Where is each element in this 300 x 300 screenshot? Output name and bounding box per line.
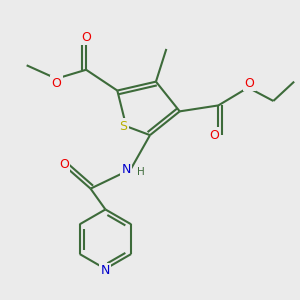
Text: O: O xyxy=(59,158,69,171)
Text: N: N xyxy=(101,264,110,277)
Text: O: O xyxy=(244,76,254,90)
Text: O: O xyxy=(81,31,91,44)
Text: S: S xyxy=(119,120,127,133)
Text: O: O xyxy=(209,129,219,142)
Text: O: O xyxy=(51,76,61,90)
Text: N: N xyxy=(122,163,131,176)
Text: H: H xyxy=(137,167,145,177)
